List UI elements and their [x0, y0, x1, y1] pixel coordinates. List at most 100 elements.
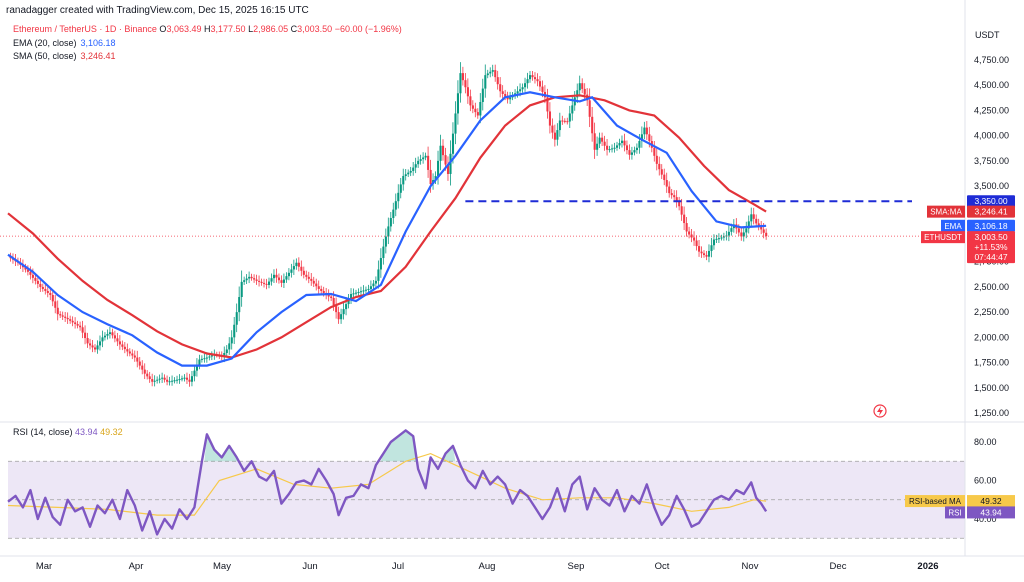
- symbol-tag-caption: ETHUSDT: [924, 233, 962, 242]
- candle: [310, 273, 313, 286]
- candle-body: [263, 282, 266, 284]
- candle-body: [64, 316, 67, 318]
- candle: [715, 234, 718, 243]
- candle: [198, 354, 201, 370]
- sma-legend-value: 3,246.41: [80, 51, 116, 61]
- candle-body: [481, 88, 484, 103]
- candle: [121, 340, 124, 351]
- candle-body: [553, 132, 556, 140]
- candle: [260, 278, 263, 286]
- candle: [727, 225, 730, 242]
- candle-body: [123, 346, 126, 350]
- candle-body: [327, 294, 330, 297]
- candle: [305, 270, 308, 281]
- candle-body: [471, 105, 474, 109]
- rsi-ma-legend-value: 49.32: [100, 427, 123, 437]
- candle: [581, 78, 584, 94]
- candle: [404, 169, 407, 181]
- candle-body: [335, 305, 338, 313]
- candle: [695, 235, 698, 251]
- candle-body: [166, 379, 169, 382]
- time-tick-label: Apr: [129, 561, 144, 572]
- candle-body: [705, 254, 708, 257]
- candle: [606, 139, 609, 156]
- candle-body: [556, 130, 559, 140]
- candle: [59, 311, 62, 318]
- candle-body: [374, 280, 377, 284]
- candle-body: [352, 293, 355, 295]
- candle: [193, 364, 196, 382]
- candle-body: [345, 304, 348, 310]
- ema-legend[interactable]: EMA (20, close) 3,106.18: [13, 38, 116, 48]
- candle: [131, 349, 134, 360]
- candle-body: [113, 335, 116, 339]
- candle: [690, 229, 693, 243]
- candle-body: [108, 332, 112, 334]
- candle: [156, 376, 159, 384]
- candle: [118, 335, 121, 350]
- candle-body: [275, 274, 278, 278]
- candle: [717, 233, 721, 244]
- rsi-tick-label: 40.00: [974, 514, 997, 524]
- candle: [94, 344, 97, 353]
- candle: [514, 89, 517, 99]
- candle-body: [737, 228, 740, 233]
- candle: [203, 353, 206, 363]
- candle: [742, 226, 745, 242]
- candle-body: [24, 267, 27, 270]
- candle-body: [442, 145, 445, 156]
- candle-body: [479, 102, 482, 116]
- candle-body: [404, 174, 407, 176]
- candle: [625, 140, 629, 155]
- candle: [26, 265, 29, 276]
- candle: [108, 327, 112, 339]
- candle: [598, 132, 601, 149]
- candle: [459, 62, 462, 103]
- candle: [357, 288, 360, 296]
- candle: [302, 266, 305, 279]
- symbol-legend[interactable]: Ethereum / TetherUS · 1D · Binance O3,06…: [13, 24, 402, 34]
- candle: [538, 76, 542, 91]
- rsi-overbought-fill: [204, 434, 240, 462]
- candle-body: [633, 150, 636, 153]
- candle: [255, 274, 258, 285]
- candle-body: [230, 337, 233, 344]
- candle-body: [287, 272, 290, 277]
- candle-body: [640, 134, 643, 142]
- sma-tag-bg: [967, 205, 1015, 218]
- candle-body: [98, 341, 102, 346]
- candle-body: [516, 91, 519, 94]
- candle-body: [496, 77, 499, 85]
- open-value: 3,063.49: [166, 24, 202, 34]
- candle-body: [101, 337, 104, 342]
- candle: [96, 340, 99, 354]
- candle: [210, 351, 213, 361]
- candle-body: [730, 228, 733, 232]
- candle-body: [409, 170, 412, 173]
- candle-body: [44, 288, 47, 291]
- candle: [653, 141, 656, 162]
- candle-body: [429, 169, 432, 185]
- candle: [111, 328, 114, 339]
- sma-legend[interactable]: SMA (50, close) 3,246.41: [13, 51, 116, 61]
- price-tick-label: 3,500.00: [974, 181, 1009, 191]
- ema-tag-bg: [967, 219, 1015, 232]
- candle: [611, 144, 614, 153]
- candle: [258, 275, 261, 287]
- candle-body: [506, 96, 509, 100]
- candle-body: [558, 120, 561, 131]
- price-tick-label: 2,000.00: [974, 332, 1009, 342]
- candle: [113, 330, 116, 343]
- candle: [705, 250, 708, 261]
- candle: [382, 238, 385, 265]
- candle-body: [645, 127, 648, 135]
- candle: [439, 134, 442, 171]
- candle: [620, 135, 624, 148]
- time-tick-label: Oct: [655, 561, 670, 572]
- candle-body: [302, 270, 305, 275]
- candle: [268, 277, 271, 289]
- candle-body: [223, 352, 226, 357]
- candle: [362, 285, 365, 296]
- rsi-legend[interactable]: RSI (14, close) 43.94 49.32: [13, 427, 123, 437]
